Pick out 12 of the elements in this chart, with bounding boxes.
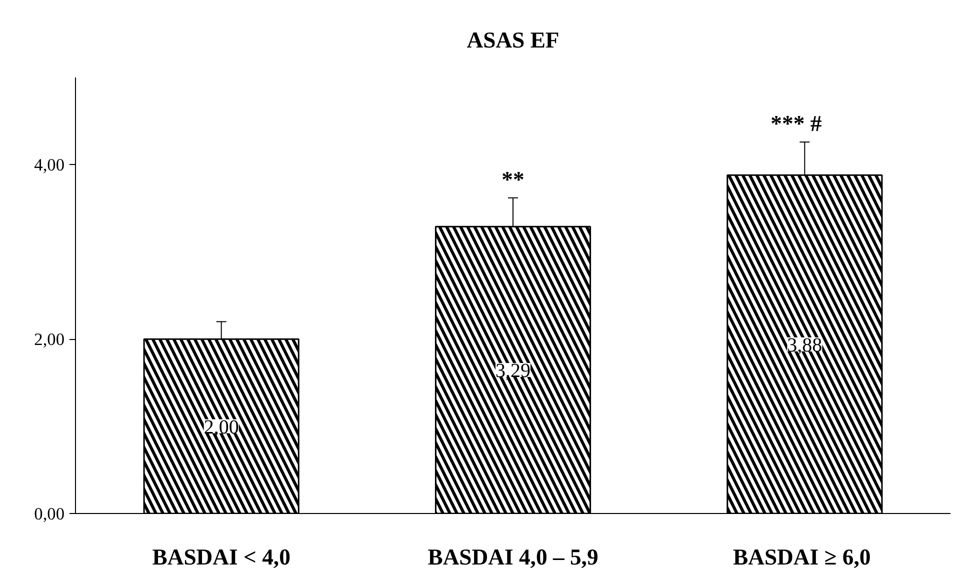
y-tick-label: 0,00 [34,504,65,524]
y-tick-label: 2,00 [34,330,65,350]
x-tick-label: BASDAI ≥ 6,0 [732,544,871,570]
data-label: 2,00 [204,416,239,438]
annotation: *** # [770,111,822,136]
x-tick-label: BASDAI 4,0 – 5,9 [428,544,598,570]
x-tick-label: BASDAI < 4,0 [152,544,290,570]
annotation: ** [502,166,524,192]
data-label: 3,88 [787,334,822,356]
chart-title: ASAS EF [466,28,560,52]
y-tick-label: 4,00 [34,156,65,175]
data-label: 3,29 [496,360,530,382]
